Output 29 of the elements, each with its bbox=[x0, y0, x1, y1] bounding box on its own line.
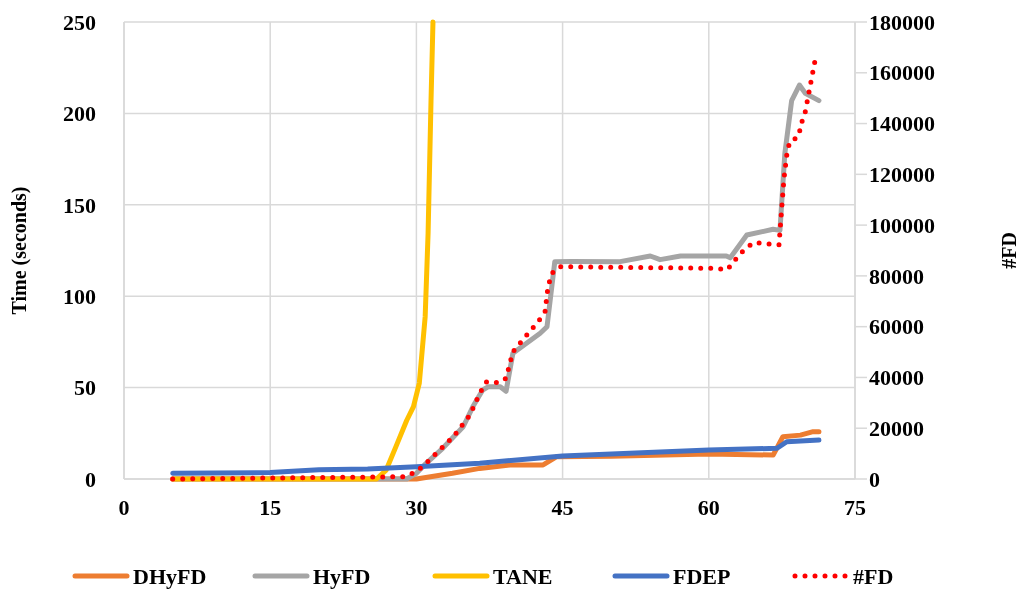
y-tick-label: 100 bbox=[63, 283, 96, 309]
legend-label: DHyFD bbox=[133, 563, 207, 589]
y2-tick-label: 140000 bbox=[869, 111, 935, 137]
y2-tick-label: 20000 bbox=[869, 415, 924, 441]
y2-axis-title: #FD bbox=[998, 232, 1020, 269]
y2-tick-label: 180000 bbox=[869, 9, 935, 35]
y2-tick-label: 120000 bbox=[869, 162, 935, 188]
legend-label: TANE bbox=[493, 563, 553, 589]
x-tick-label: 75 bbox=[844, 495, 866, 520]
y-tick-label: 0 bbox=[85, 466, 96, 492]
y-tick-label: 50 bbox=[74, 375, 96, 401]
x-tick-label: 45 bbox=[551, 495, 574, 520]
y2-tick-label: 160000 bbox=[869, 60, 935, 86]
y2-tick-label: 40000 bbox=[869, 365, 924, 391]
y-tick-label: 200 bbox=[63, 101, 96, 127]
legend-label: FDEP bbox=[673, 563, 731, 589]
y2-tick-label: 100000 bbox=[869, 212, 935, 238]
legend-label: #FD bbox=[853, 563, 894, 589]
x-tick-label: 30 bbox=[405, 495, 428, 520]
y2-tick-label: 0 bbox=[869, 466, 880, 492]
x-tick-label: 60 bbox=[697, 495, 720, 520]
x-tick-label: 0 bbox=[118, 495, 130, 520]
x-tick-label: 15 bbox=[259, 495, 282, 520]
y-tick-label: 150 bbox=[63, 192, 96, 218]
y-axis-title: Time (seconds) bbox=[8, 186, 31, 315]
y-tick-label: 250 bbox=[63, 9, 96, 35]
legend-label: HyFD bbox=[313, 563, 371, 589]
y2-tick-label: 60000 bbox=[869, 314, 924, 340]
y2-tick-label: 80000 bbox=[869, 263, 924, 289]
